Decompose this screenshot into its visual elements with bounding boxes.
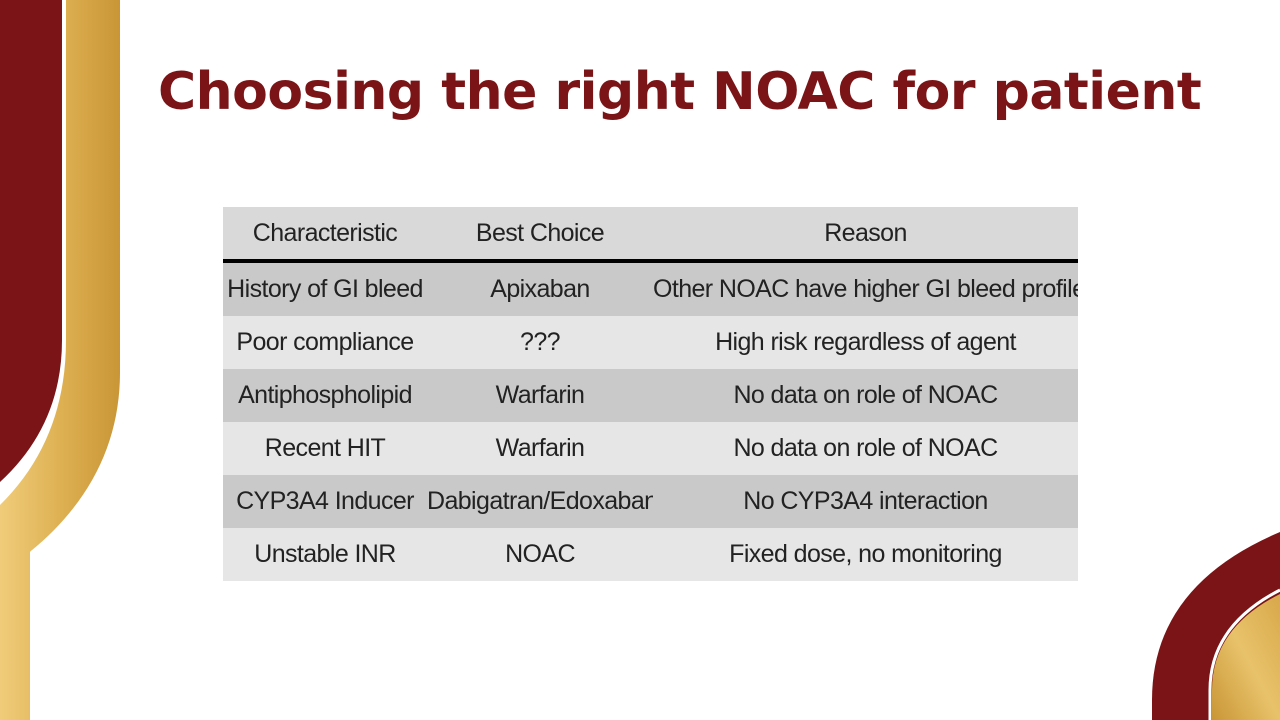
cell-characteristic: CYP3A4 Inducer <box>223 475 427 528</box>
left-white-line-2 <box>30 0 124 720</box>
header-reason: Reason <box>653 207 1078 263</box>
cell-characteristic: History of GI bleed <box>223 261 427 316</box>
cell-reason: Fixed dose, no monitoring <box>653 528 1078 581</box>
noac-table: Characteristic Best Choice Reason Histor… <box>223 207 1078 581</box>
cell-characteristic: Recent HIT <box>223 422 427 475</box>
table-row: History of GI bleed Apixaban Other NOAC … <box>223 261 1078 316</box>
cell-characteristic: Antiphospholipid <box>223 369 427 422</box>
slide-title: Choosing the right NOAC for patient <box>158 62 1202 122</box>
cell-best-choice: NOAC <box>427 528 653 581</box>
table-row: Recent HIT Warfarin No data on role of N… <box>223 422 1078 475</box>
table-row: Poor compliance ??? High risk regardless… <box>223 316 1078 369</box>
left-maroon-band <box>0 0 62 482</box>
header-characteristic: Characteristic <box>223 207 427 263</box>
table-row: CYP3A4 Inducer Dabigatran/Edoxaban No CY… <box>223 475 1078 528</box>
cell-reason: No CYP3A4 interaction <box>653 475 1078 528</box>
right-gold-arc <box>1212 594 1280 720</box>
table-row: Antiphospholipid Warfarin No data on rol… <box>223 369 1078 422</box>
left-gold-swoosh <box>0 0 120 720</box>
left-white-line <box>0 0 66 490</box>
cell-reason: High risk regardless of agent <box>653 316 1078 369</box>
table-header-row: Characteristic Best Choice Reason <box>223 207 1078 263</box>
cell-best-choice: Warfarin <box>427 422 653 475</box>
cell-reason: No data on role of NOAC <box>653 369 1078 422</box>
cell-characteristic: Poor compliance <box>223 316 427 369</box>
table-row: Unstable INR NOAC Fixed dose, no monitor… <box>223 528 1078 581</box>
cell-best-choice: ??? <box>427 316 653 369</box>
cell-reason: No data on role of NOAC <box>653 422 1078 475</box>
cell-best-choice: Warfarin <box>427 369 653 422</box>
right-white-line <box>1208 588 1280 720</box>
header-best-choice: Best Choice <box>427 207 653 263</box>
cell-reason: Other NOAC have higher GI bleed profile <box>653 261 1078 316</box>
cell-best-choice: Dabigatran/Edoxaban <box>427 475 653 528</box>
cell-characteristic: Unstable INR <box>223 528 427 581</box>
cell-best-choice: Apixaban <box>427 261 653 316</box>
